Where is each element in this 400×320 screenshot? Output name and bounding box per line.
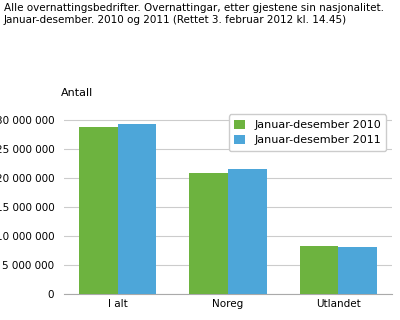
- Y-axis label: Antall: Antall: [61, 88, 93, 98]
- Bar: [118, 124, 156, 294]
- Text: Alle overnattingsbedrifter. Overnattingar, etter gjestene sin nasjonalitet.
Janu: Alle overnattingsbedrifter. Overnattinga…: [4, 3, 384, 25]
- Legend: Januar-desember 2010, Januar-desember 2011: Januar-desember 2010, Januar-desember 20…: [228, 114, 386, 151]
- Bar: [228, 169, 267, 294]
- Bar: [338, 247, 377, 294]
- Bar: [79, 127, 118, 294]
- Bar: [300, 246, 338, 294]
- Bar: [189, 172, 228, 294]
